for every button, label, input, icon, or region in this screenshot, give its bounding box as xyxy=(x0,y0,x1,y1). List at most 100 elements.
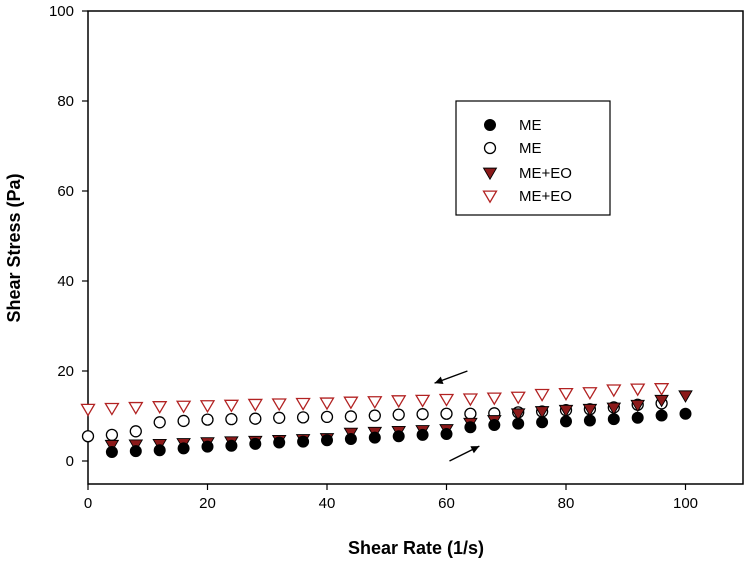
y-tick-label: 0 xyxy=(66,453,74,470)
data-point xyxy=(416,428,429,441)
legend-box xyxy=(455,100,611,216)
data-point xyxy=(512,417,525,430)
data-point xyxy=(416,408,429,421)
data-point xyxy=(510,408,526,421)
data-point xyxy=(321,434,333,447)
x-axis-label: Shear Rate (1/s) xyxy=(348,538,484,558)
data-point xyxy=(105,446,118,458)
legend-marker xyxy=(484,119,496,131)
plot-frame xyxy=(87,10,744,485)
y-tick-label: 40 xyxy=(57,273,74,290)
data-point xyxy=(654,394,669,408)
data-point xyxy=(414,394,431,408)
data-point xyxy=(582,387,598,401)
data-point xyxy=(438,393,455,407)
data-point xyxy=(247,398,263,412)
data-point xyxy=(153,444,166,457)
data-point xyxy=(225,439,238,452)
data-point xyxy=(631,411,644,424)
y-axis-label: Shear Stress (Pa) xyxy=(4,173,24,322)
data-point xyxy=(486,392,502,406)
legend-marker xyxy=(482,167,498,181)
data-point xyxy=(80,403,96,417)
data-point xyxy=(392,430,405,443)
data-point xyxy=(105,428,119,442)
data-point xyxy=(510,391,526,405)
data-point xyxy=(296,411,310,424)
data-point xyxy=(606,384,622,398)
data-point xyxy=(464,407,477,420)
data-point xyxy=(534,406,550,419)
annotation-arrow xyxy=(434,370,468,385)
x-tick-label: 20 xyxy=(199,495,216,512)
data-point xyxy=(367,396,383,410)
data-point xyxy=(678,390,693,403)
data-point xyxy=(273,411,286,424)
y-tick-label: 20 xyxy=(57,363,74,380)
data-point xyxy=(152,401,168,415)
data-point xyxy=(201,440,214,453)
data-point xyxy=(606,402,622,415)
data-point xyxy=(104,439,120,453)
data-point xyxy=(153,416,166,429)
data-point xyxy=(679,407,692,420)
data-point xyxy=(320,410,334,424)
data-point xyxy=(582,403,598,417)
data-point xyxy=(295,397,311,411)
data-point xyxy=(391,395,407,409)
legend-label: ME+EO xyxy=(519,165,572,182)
data-series xyxy=(80,383,693,458)
series-1 xyxy=(105,407,692,458)
data-point xyxy=(177,442,190,455)
data-point xyxy=(630,383,646,397)
legend-marker xyxy=(482,190,498,204)
data-point xyxy=(81,430,95,443)
x-tick-label: 0 xyxy=(84,495,92,512)
data-point xyxy=(368,431,381,444)
x-tick-label: 40 xyxy=(319,495,336,512)
data-point xyxy=(225,412,238,426)
data-point xyxy=(655,409,668,422)
data-point xyxy=(201,413,214,426)
data-point xyxy=(273,436,286,449)
x-tick-label: 80 xyxy=(558,495,575,512)
annotations xyxy=(434,370,480,462)
data-point xyxy=(344,410,358,423)
legend-label: ME xyxy=(519,117,542,134)
data-point xyxy=(129,445,142,458)
annotation-arrow xyxy=(449,445,480,462)
data-point xyxy=(536,416,549,429)
legend-label: ME+EO xyxy=(519,188,572,205)
data-point xyxy=(488,419,501,431)
data-point xyxy=(607,413,620,426)
data-point xyxy=(129,425,142,438)
data-point xyxy=(343,396,359,410)
data-point xyxy=(297,435,310,448)
data-point xyxy=(249,437,262,450)
data-point xyxy=(223,399,240,413)
y-tick-label: 80 xyxy=(57,93,74,110)
legend: ME ME ME+EO ME+EO xyxy=(455,100,611,216)
data-point xyxy=(558,404,574,418)
data-point xyxy=(534,388,550,402)
data-point xyxy=(630,399,645,413)
axis-ticks: 0 20 40 60 80 100 0 20 40 60 80 100 xyxy=(49,3,698,512)
x-tick-label: 60 xyxy=(438,495,455,512)
data-point xyxy=(558,387,574,401)
data-point xyxy=(653,383,670,397)
x-tick-label: 100 xyxy=(673,495,698,512)
data-point xyxy=(583,414,596,427)
y-tick-label: 100 xyxy=(49,3,74,20)
legend-marker xyxy=(483,141,497,155)
data-point xyxy=(319,397,335,411)
data-point xyxy=(464,421,477,434)
series-4 xyxy=(80,383,670,417)
data-point xyxy=(440,428,453,440)
legend-label: ME xyxy=(519,140,542,157)
data-point xyxy=(249,412,262,425)
data-point xyxy=(177,414,190,428)
data-point xyxy=(175,400,192,414)
y-tick-label: 60 xyxy=(57,183,74,200)
data-point xyxy=(560,415,572,428)
